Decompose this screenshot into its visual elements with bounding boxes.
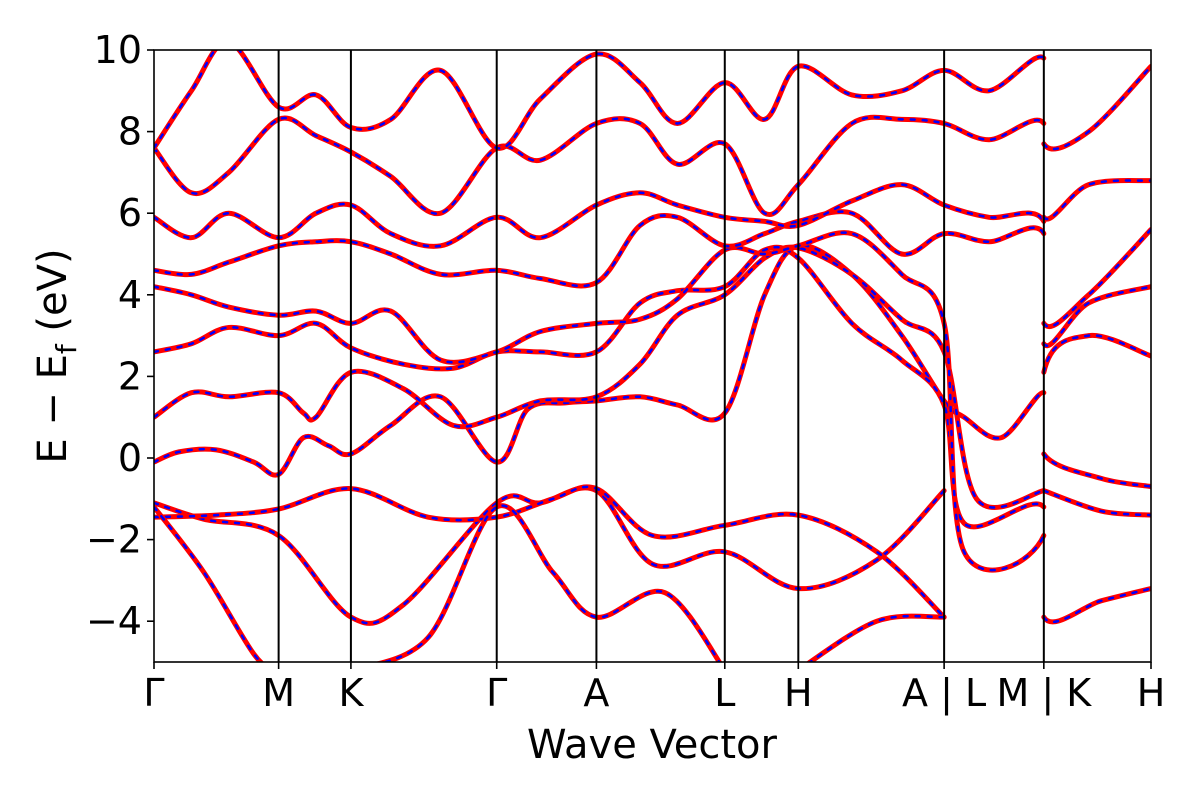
x-tick-label-6: L	[714, 671, 735, 715]
y-axis-ticks: −4 −2 0 2 4 6 8 10	[86, 28, 154, 643]
plot-frame	[153, 49, 1152, 663]
x-tick-label-2: M	[262, 671, 295, 715]
band-line-7	[154, 114, 1151, 222]
band-line-2	[154, 244, 1151, 518]
y-tick-label-7: 8	[118, 110, 142, 154]
band-line-6	[154, 182, 1151, 329]
x-tick-label-4: Γ	[486, 671, 507, 715]
y-axis-label-subscript: f	[50, 343, 83, 354]
x-axis-label: Wave Vector	[527, 722, 778, 768]
band-line-overlay-12	[380, 504, 721, 662]
band-line-overlay-4	[154, 231, 1151, 572]
y-tick-label-4: 2	[118, 354, 142, 398]
band-line-10	[154, 484, 947, 620]
band-lines	[154, 50, 1151, 662]
x-tick-label-1: Γ	[143, 671, 164, 715]
band-line-overlay-11	[154, 505, 263, 662]
band-line-overlay-10	[154, 485, 946, 619]
y-tick-label-1: −4	[86, 599, 142, 643]
band-line-overlay-2	[154, 245, 1151, 517]
x-tick-label-8: A | L	[902, 671, 986, 716]
band-line-overlay-1	[154, 244, 1151, 488]
band-line-overlay-7	[154, 116, 1151, 221]
x-tick-label-9: M | K	[996, 671, 1092, 716]
x-tick-label-7: H	[784, 671, 813, 715]
y-axis-label: E − Ef (eV)	[30, 248, 83, 463]
band-line-overlay-6	[154, 183, 1151, 328]
band-line-1	[154, 242, 1151, 490]
band-line-11	[154, 504, 265, 662]
x-tick-label-3: K	[338, 671, 364, 715]
y-tick-label-2: −2	[86, 518, 142, 562]
band-line-overlay-5	[154, 210, 1151, 347]
kpoint-separators	[277, 50, 1045, 662]
band-line-overlay-13	[808, 614, 946, 662]
y-axis-label-unit: (eV)	[30, 248, 76, 331]
y-tick-label-3: 0	[118, 436, 142, 480]
band-line-overlay-8	[154, 50, 1151, 151]
y-tick-label-6: 6	[118, 191, 142, 235]
band-line-12	[374, 503, 723, 662]
x-tick-label-10: H	[1137, 671, 1166, 715]
x-tick-label-5: A	[583, 671, 609, 715]
band-line-overlay-3	[154, 245, 1151, 624]
y-tick-label-5: 4	[118, 273, 142, 317]
y-tick-label-8: 10	[94, 28, 142, 72]
